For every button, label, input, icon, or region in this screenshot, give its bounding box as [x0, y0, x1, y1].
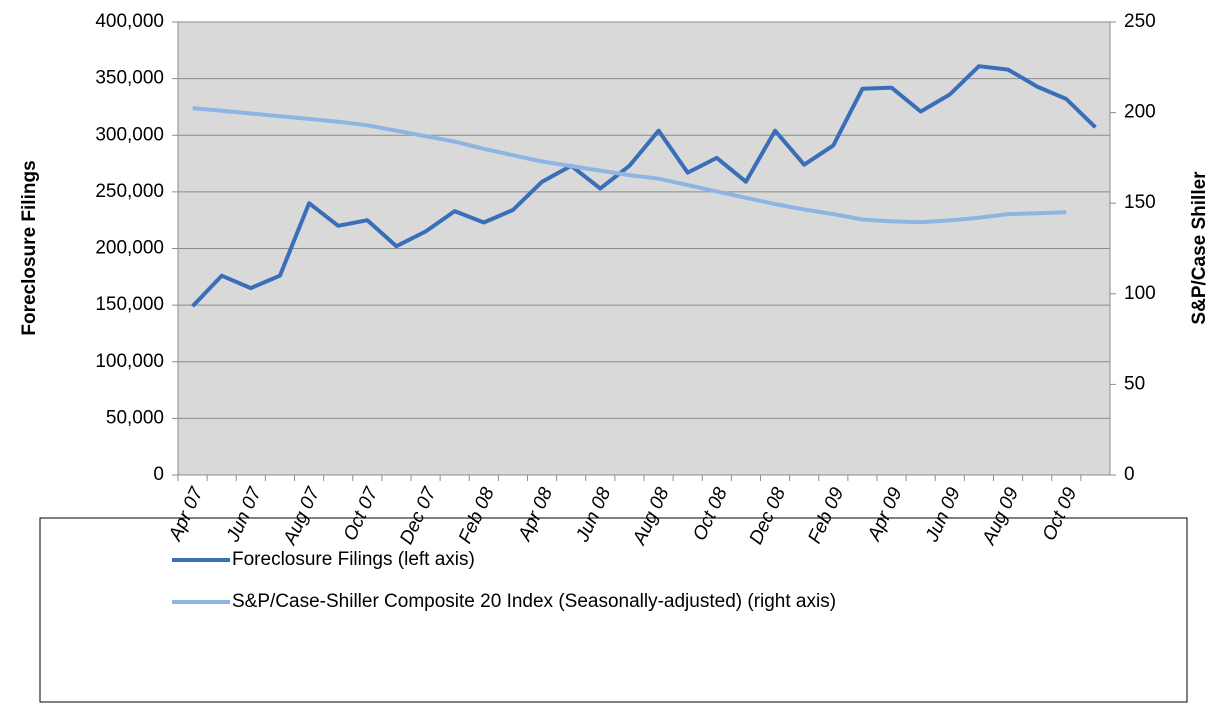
x-tick-label: Oct 09: [1039, 484, 1082, 544]
x-tick-label: Aug 07: [279, 483, 325, 549]
x-tick-label: Jun 07: [222, 483, 266, 546]
y2-axis-label: S&P/Case Shiller: [1189, 171, 1210, 325]
y2-tick-label: 250: [1124, 11, 1156, 32]
x-tick-label: Aug 09: [978, 484, 1023, 549]
legend-label: Foreclosure Filings (left axis): [232, 549, 475, 570]
y2-tick-label: 0: [1124, 464, 1135, 485]
x-tick-label: Jun 09: [921, 484, 965, 546]
x-tick-label: Aug 08: [629, 484, 674, 549]
y-tick-label: 200,000: [95, 238, 164, 259]
y-tick-label: 400,000: [95, 11, 164, 32]
x-tick-label: Apr 08: [514, 484, 557, 545]
series-line: [192, 106, 1067, 225]
series-line: [191, 64, 1097, 308]
x-tick-label: Apr 09: [864, 484, 907, 545]
x-tick-label: Feb 08: [455, 484, 499, 547]
legend-label: S&P/Case-Shiller Composite 20 Index (Sea…: [232, 591, 836, 612]
y-tick-label: 50,000: [106, 407, 164, 428]
y-tick-label: 150,000: [95, 294, 164, 315]
x-tick-label: Oct 07: [340, 483, 383, 544]
x-tick-label: Apr 07: [165, 483, 209, 545]
y-tick-label: 0: [153, 464, 164, 485]
y-tick-label: 100,000: [95, 351, 164, 372]
legend-box: [39, 517, 1188, 703]
x-tick-label: Feb 09: [804, 484, 848, 547]
y-tick-label: 300,000: [95, 124, 164, 145]
y-axis-label: Foreclosure Filings: [19, 160, 40, 335]
y-tick-label: 350,000: [95, 68, 164, 89]
y-tick-label: 250,000: [95, 181, 164, 202]
x-tick-label: Jun 08: [572, 484, 616, 546]
y2-tick-label: 50: [1124, 373, 1145, 394]
x-tick-label: Dec 07: [396, 483, 441, 548]
x-tick-label: Oct 08: [689, 484, 732, 544]
x-tick-label: Dec 08: [746, 484, 791, 548]
y2-tick-label: 100: [1124, 283, 1156, 304]
y2-tick-label: 150: [1124, 192, 1156, 213]
y2-tick-label: 200: [1124, 102, 1156, 123]
